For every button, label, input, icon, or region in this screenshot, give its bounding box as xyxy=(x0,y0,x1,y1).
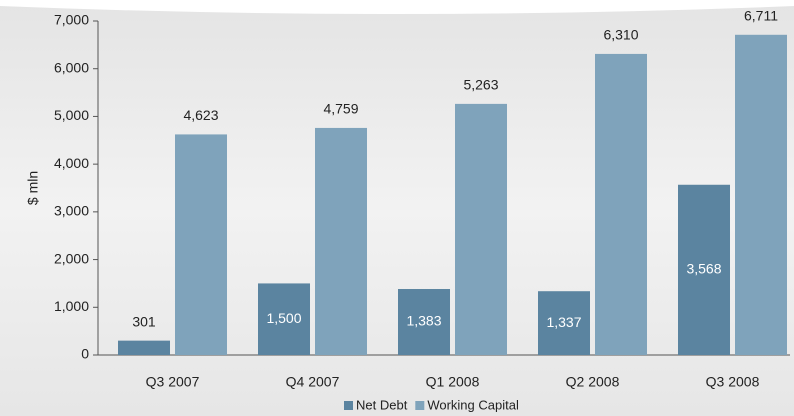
legend-swatch xyxy=(344,401,353,410)
value-label: 4,759 xyxy=(323,101,358,117)
value-label: 6,310 xyxy=(603,27,638,43)
x-tick-label: Q3 2008 xyxy=(706,374,760,390)
bar xyxy=(595,53,647,356)
value-label: 301 xyxy=(132,313,156,329)
value-label: 4,623 xyxy=(183,107,218,123)
x-tick-label: Q4 2007 xyxy=(286,374,340,390)
y-tick-label: 6,000 xyxy=(54,59,89,75)
bar xyxy=(175,134,227,355)
bar xyxy=(678,184,730,355)
x-tick-label: Q1 2008 xyxy=(426,374,480,390)
y-tick-label: 5,000 xyxy=(54,107,89,123)
value-label: 1,500 xyxy=(266,310,301,326)
y-tick-label: 7,000 xyxy=(54,12,89,28)
y-axis-label: $ mln xyxy=(25,171,41,205)
legend-label: Working Capital xyxy=(427,397,519,412)
value-label: 1,383 xyxy=(406,313,441,329)
bar xyxy=(118,340,170,355)
legend-swatch xyxy=(415,401,425,410)
bar xyxy=(258,283,310,355)
value-label: 1,337 xyxy=(546,314,581,330)
legend-label: Net Debt xyxy=(356,397,408,412)
x-tick-label: Q3 2007 xyxy=(146,374,200,390)
value-label: 6,711 xyxy=(744,7,778,23)
bar xyxy=(398,289,450,355)
y-tick-label: 1,000 xyxy=(54,298,89,314)
bar xyxy=(315,127,367,356)
y-tick-label: 3,000 xyxy=(54,203,89,219)
x-tick-label: Q2 2008 xyxy=(566,374,620,390)
bar xyxy=(735,34,787,355)
bar xyxy=(455,103,507,355)
y-tick-label: 0 xyxy=(81,346,89,362)
value-label: 5,263 xyxy=(463,77,498,93)
value-label: 3,568 xyxy=(686,261,721,277)
top-band xyxy=(0,0,794,14)
y-tick-label: 4,000 xyxy=(54,155,89,171)
y-tick-label: 2,000 xyxy=(54,250,89,266)
bar xyxy=(538,291,590,355)
